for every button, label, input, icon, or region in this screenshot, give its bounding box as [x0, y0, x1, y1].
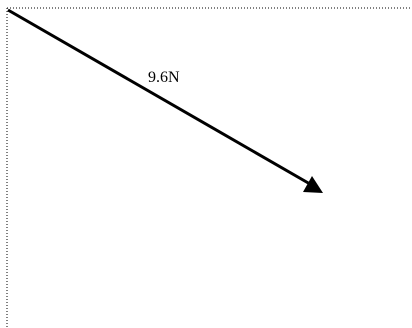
force-vector-arrowhead [303, 176, 323, 193]
force-vector-shaft [7, 8, 311, 186]
force-magnitude-label: 9.6N [148, 69, 180, 86]
